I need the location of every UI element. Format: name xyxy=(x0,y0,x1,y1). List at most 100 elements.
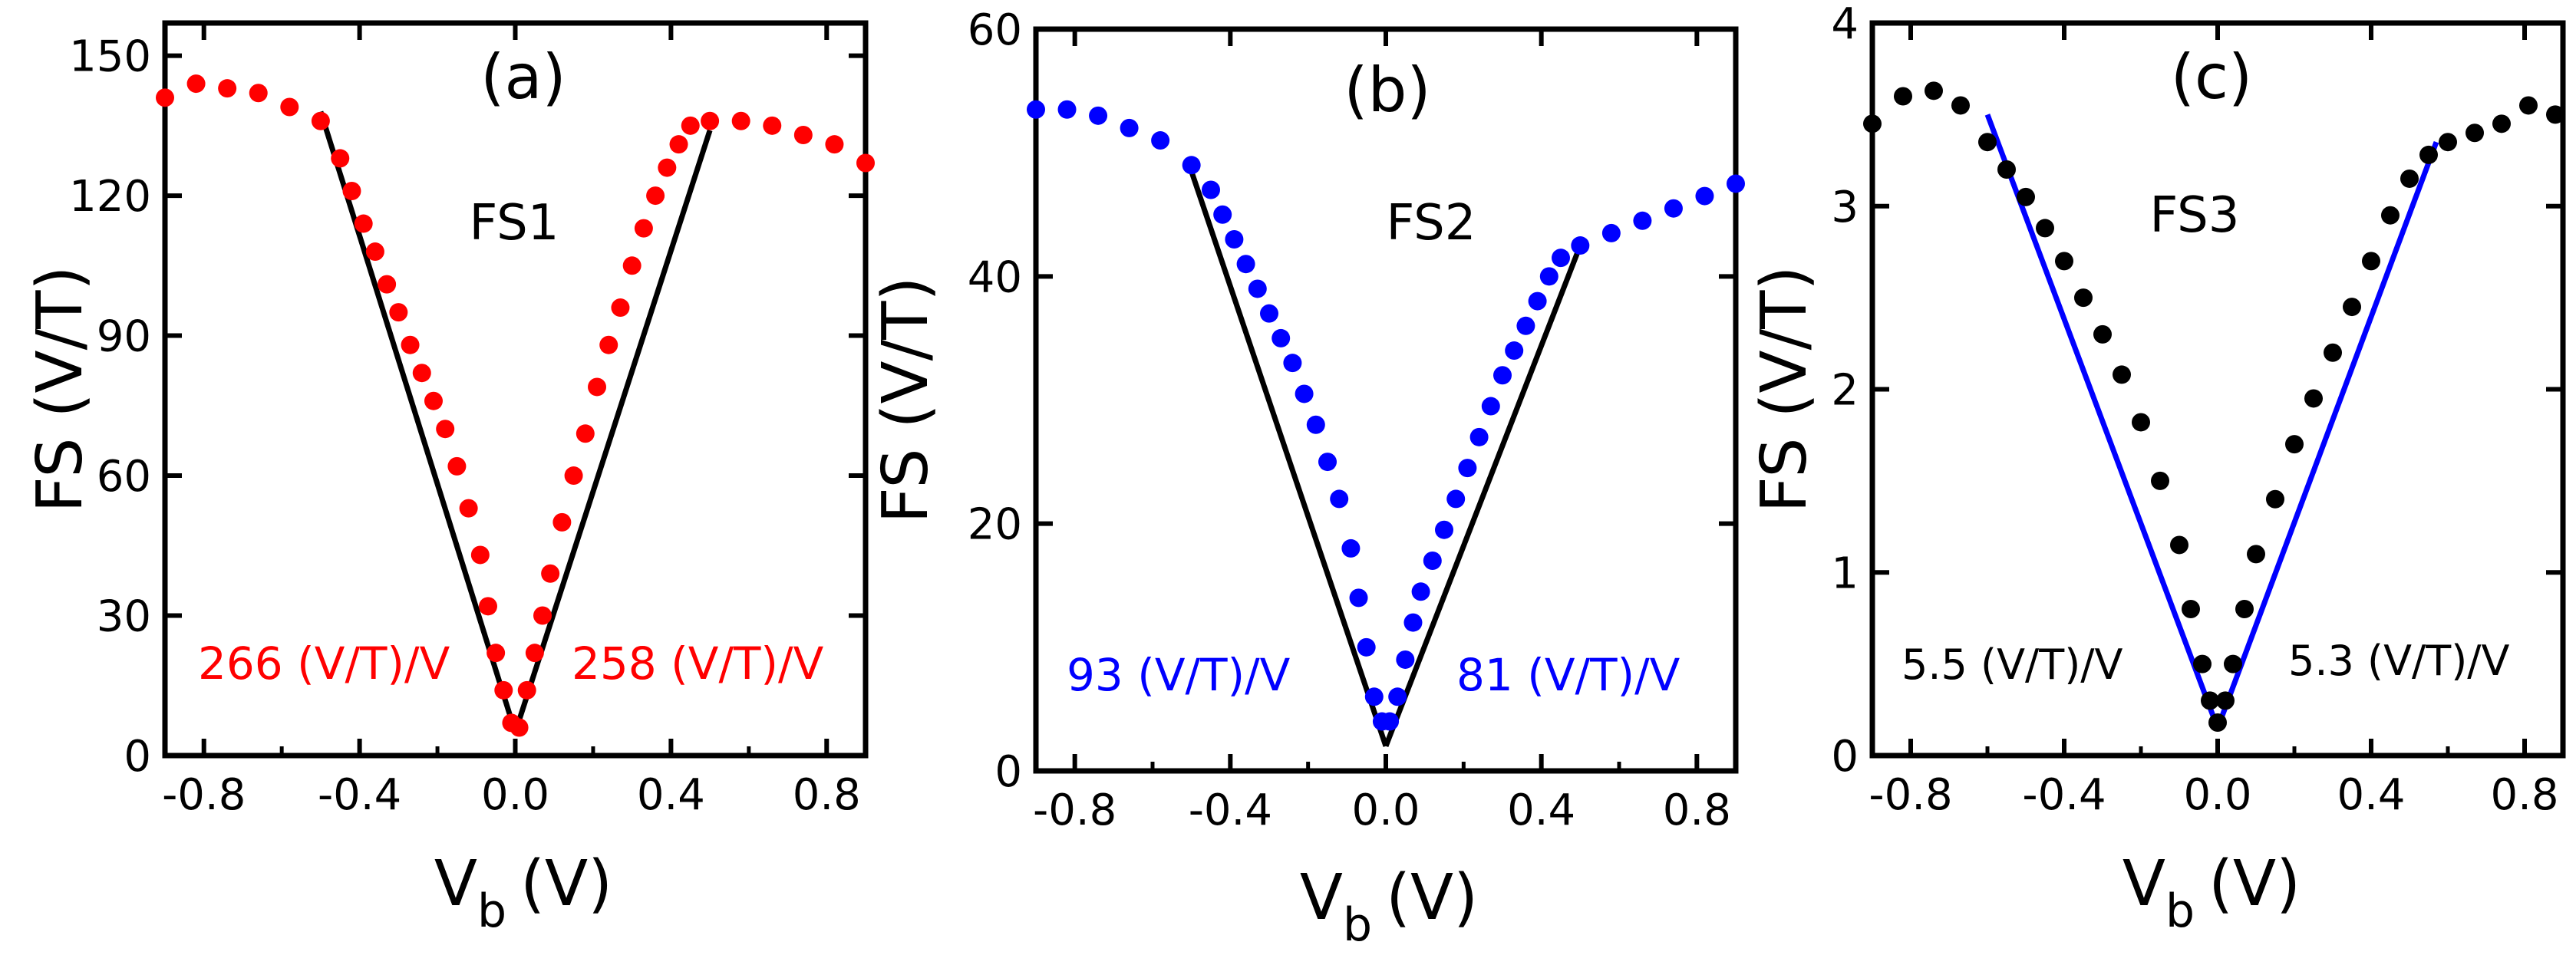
data-point xyxy=(2224,654,2242,673)
data-point xyxy=(331,149,350,168)
x-tick-label: -0.8 xyxy=(162,770,246,820)
data-point xyxy=(1493,366,1512,385)
data-point xyxy=(2247,545,2265,564)
data-point xyxy=(1260,304,1278,323)
data-point xyxy=(622,256,642,275)
data-point xyxy=(825,135,844,154)
data-point xyxy=(412,364,431,383)
data-point xyxy=(2492,114,2511,133)
data-point xyxy=(1380,712,1400,731)
data-point xyxy=(459,499,478,518)
data-point xyxy=(436,420,455,439)
data-point xyxy=(793,125,813,144)
data-point xyxy=(2381,206,2400,225)
data-point xyxy=(1349,588,1368,608)
data-point xyxy=(249,84,268,103)
x-tick-label: 0.8 xyxy=(793,770,861,820)
data-point xyxy=(1695,186,1714,206)
data-point xyxy=(378,275,397,294)
data-point xyxy=(856,153,875,173)
data-point xyxy=(541,564,560,583)
slope-label-left-a: 266 (V/T)/V xyxy=(198,637,450,690)
data-point xyxy=(2519,96,2538,115)
data-point xyxy=(681,116,700,135)
x-tick-label: 0.0 xyxy=(2183,770,2251,820)
data-point xyxy=(2182,600,2200,618)
data-point xyxy=(1403,613,1423,632)
data-point xyxy=(1951,96,1970,115)
slope-label-left-c: 5.5 (V/T)/V xyxy=(1901,641,2122,689)
data-point xyxy=(2466,123,2484,143)
fit-line-left xyxy=(1189,170,1389,747)
annotation-fs3: FS3 xyxy=(2149,187,2239,244)
plot-area-b: -0.8 -0.4 0.0 0.4 0.8 0 20 40 60 xyxy=(968,5,1745,835)
y-tick-label: 40 xyxy=(968,252,1022,302)
data-point xyxy=(1151,131,1170,150)
data-point xyxy=(2093,324,2112,344)
data-point xyxy=(1272,328,1291,347)
x-tick-label: -0.4 xyxy=(1189,785,1272,835)
data-point xyxy=(2113,365,2131,384)
data-point xyxy=(1341,538,1361,558)
data-point xyxy=(478,597,497,616)
panel-c: -0.8 -0.4 0.0 0.4 0.8 0 1 2 3 4 (c) FS3 5.5 (V/T)… xyxy=(1748,0,2566,938)
data-point xyxy=(156,88,174,107)
data-point xyxy=(2419,145,2438,164)
data-point xyxy=(2546,105,2564,124)
data-point xyxy=(1863,114,1882,133)
y-tick-label: 60 xyxy=(97,452,151,502)
data-point xyxy=(588,377,607,397)
data-point xyxy=(1528,291,1547,311)
data-point xyxy=(2362,252,2380,271)
y-tick-label: 30 xyxy=(97,592,151,642)
x-axis-label-a: Vb (V) xyxy=(434,848,612,938)
data-point xyxy=(701,111,720,130)
data-point xyxy=(2208,713,2227,733)
data-point xyxy=(2285,435,2304,454)
data-point xyxy=(365,242,384,262)
x-axis-label-c: Vb (V) xyxy=(2122,848,2301,938)
y-tick-label: 0 xyxy=(1831,732,1859,782)
data-point xyxy=(389,303,408,322)
data-point xyxy=(1727,174,1745,193)
data-point xyxy=(1411,582,1430,601)
slope-label-left-b: 93 (V/T)/V xyxy=(1067,649,1291,701)
data-point xyxy=(576,424,595,443)
y-tick-label: 20 xyxy=(968,500,1022,550)
y-tick-label: 120 xyxy=(69,172,151,222)
data-point xyxy=(2400,169,2419,188)
data-point xyxy=(1925,81,1943,100)
data-point xyxy=(311,111,330,130)
data-point xyxy=(470,545,490,565)
data-point xyxy=(424,391,443,410)
data-point xyxy=(2193,654,2212,673)
data-point xyxy=(1396,650,1415,669)
y-tick-label: 150 xyxy=(69,32,151,82)
data-point xyxy=(1978,133,1997,152)
fit-line-left xyxy=(1984,114,2221,729)
data-point xyxy=(1248,279,1267,298)
panel-label-a: (a) xyxy=(480,41,566,113)
data-point xyxy=(1318,453,1337,472)
data-point xyxy=(1225,229,1244,249)
data-point xyxy=(1423,552,1442,571)
data-point xyxy=(1283,354,1302,373)
y-axis-label-b: FS (V/T) xyxy=(869,277,942,524)
x-tick-label: -0.8 xyxy=(1869,770,1952,820)
data-point xyxy=(2235,600,2254,618)
data-point xyxy=(2132,413,2150,432)
data-point xyxy=(525,644,544,663)
plot-area-a: -0.8 -0.4 0.0 0.4 0.8 0 30 60 90 120 150 xyxy=(69,20,875,820)
x-axis-label-b: Vb (V) xyxy=(1300,861,1478,952)
data-point xyxy=(1388,687,1407,706)
data-point xyxy=(1236,255,1255,274)
data-point xyxy=(2216,691,2235,710)
data-point xyxy=(2074,288,2093,308)
data-point xyxy=(611,298,630,318)
fit-line-left xyxy=(318,110,518,733)
data-point xyxy=(1664,199,1683,218)
data-point xyxy=(658,158,677,177)
data-point xyxy=(401,335,420,354)
data-point xyxy=(1330,489,1349,509)
y-tick-label: 0 xyxy=(124,732,151,782)
